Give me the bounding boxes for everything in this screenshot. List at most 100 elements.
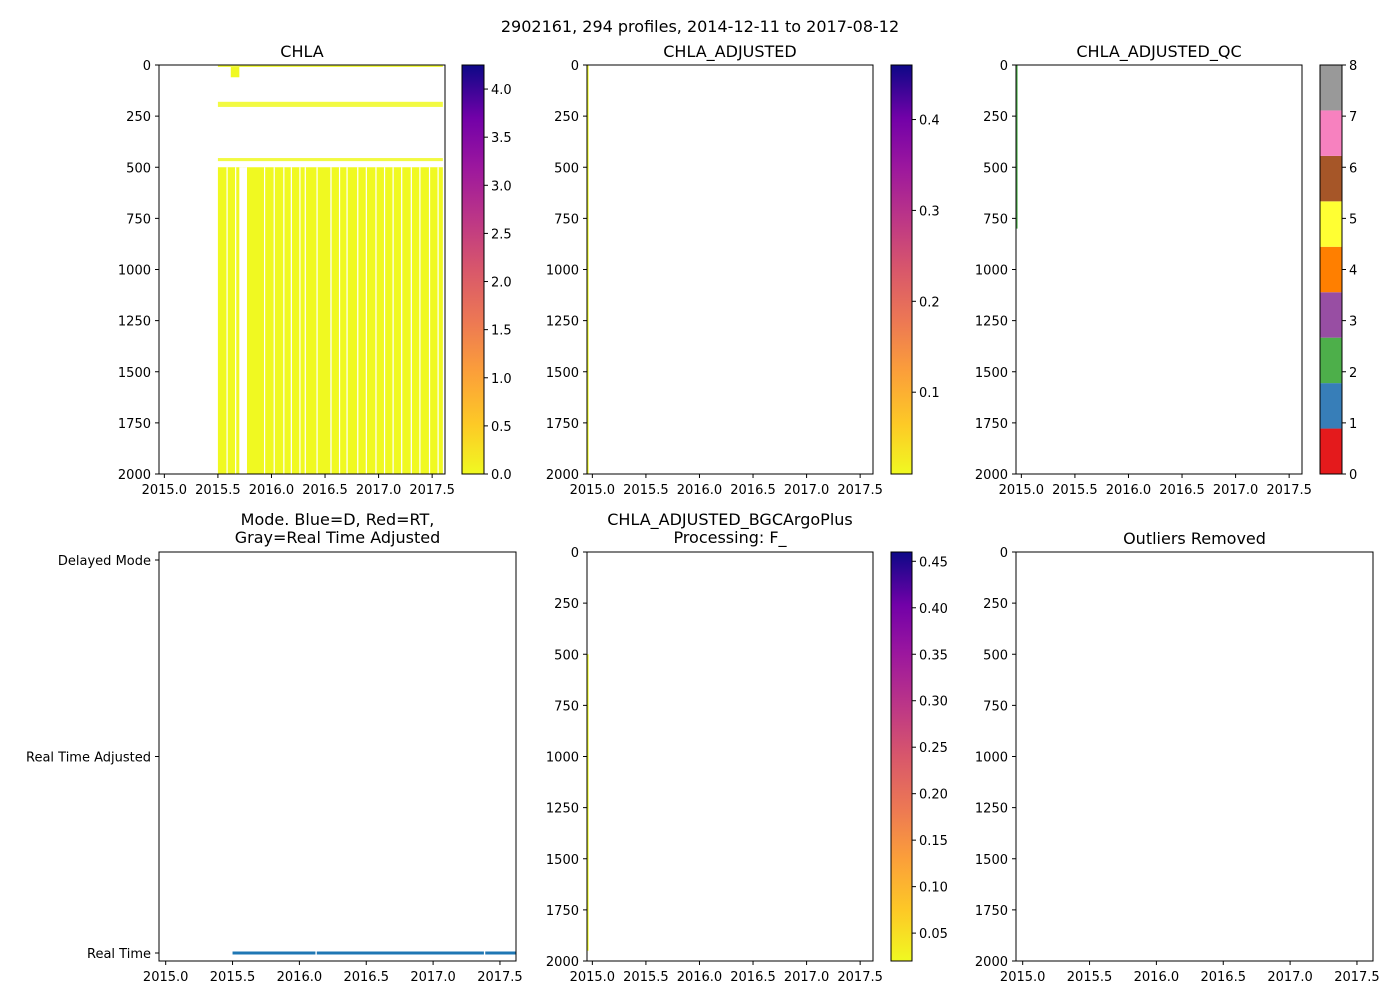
heatmap-column xyxy=(1016,65,1018,229)
colorbar-tick-label: 7 xyxy=(1349,110,1357,125)
y-tick-label: 1750 xyxy=(118,417,151,432)
y-tick-label: 0 xyxy=(571,546,579,561)
panel-title: Processing: F_ xyxy=(673,528,787,548)
heatmap-gap xyxy=(283,167,285,474)
y-tick-label: 1000 xyxy=(546,751,579,766)
y-tick-label: 1500 xyxy=(546,366,579,381)
x-tick-label: 2015.0 xyxy=(143,970,189,985)
y-tick-label: 500 xyxy=(983,161,1008,176)
colorbar-segment xyxy=(1320,383,1342,429)
colorbar-tick-label: 0.40 xyxy=(919,602,948,617)
colorbar-tick-label: 0.5 xyxy=(491,420,512,435)
heatmap-gap xyxy=(316,167,318,474)
colorbar-tick-label: 0.05 xyxy=(919,927,948,942)
y-tick-label: 0 xyxy=(1000,546,1008,561)
y-tick-label: 1500 xyxy=(975,853,1008,868)
y-tick-label: 1250 xyxy=(118,315,151,330)
heatmap-gap xyxy=(375,167,377,474)
x-tick-label: 2017.0 xyxy=(784,483,830,498)
x-tick-label: 2017.5 xyxy=(1334,970,1380,985)
y-tick-label: 250 xyxy=(983,110,1008,125)
heatmap-gap xyxy=(273,167,275,474)
colorbar-tick-label: 2 xyxy=(1349,366,1357,381)
colorbar-frame xyxy=(890,64,913,475)
x-tick-label: 2016.5 xyxy=(343,970,389,985)
x-tick-label: 2015.5 xyxy=(623,483,669,498)
heatmap-band xyxy=(217,65,443,67)
x-tick-label: 2016.0 xyxy=(677,970,723,985)
y-tick-label: 1500 xyxy=(118,366,151,381)
x-tick-label: 2016.0 xyxy=(249,483,295,498)
x-tick-label: 2017.0 xyxy=(1267,970,1313,985)
heatmap-gap xyxy=(383,167,386,474)
colorbar-tick-label: 0.25 xyxy=(919,741,948,756)
x-tick-label: 2015.5 xyxy=(623,970,669,985)
y-tick-label: 750 xyxy=(554,699,579,714)
x-tick-label: 2017.5 xyxy=(477,970,523,985)
y-tick-label: 2000 xyxy=(975,468,1008,483)
heatmap-gap xyxy=(437,167,439,474)
x-tick-label: 2016.0 xyxy=(677,483,723,498)
heatmap-gap xyxy=(299,167,301,474)
colorbar-tick-label: 1 xyxy=(1349,417,1357,432)
colorbar-gradient xyxy=(462,65,484,474)
colorbar-tick-label: 2.5 xyxy=(491,227,512,242)
heatmap-column xyxy=(587,65,589,474)
panel-title: Gray=Real Time Adjusted xyxy=(235,528,441,547)
colorbar-tick-label: 0.10 xyxy=(919,881,948,896)
heatmap-gap xyxy=(235,167,237,474)
colorbar-tick-label: 3 xyxy=(1349,315,1357,330)
axes-frame xyxy=(158,551,517,962)
x-tick-label: 2016.5 xyxy=(730,970,776,985)
y-tick-label: 2000 xyxy=(546,468,579,483)
panel-chla-adjusted-qc: 2015.0 2015.5 2016.0 2016.5 2017.0 2017.50250… xyxy=(975,42,1357,498)
colorbar-tick-label: 0.0 xyxy=(491,468,512,483)
panel-chla-bgcargoplus: 2015.0 2015.5 2016.0 2016.5 2017.0 2017.5 0 250… xyxy=(546,510,948,985)
x-tick-label: 2016.0 xyxy=(1134,970,1180,985)
colorbar-frame xyxy=(461,64,485,475)
colorbar-segment xyxy=(1320,110,1342,156)
x-tick-label: 2017.0 xyxy=(1213,483,1259,498)
colorbar-tick-label: 0.1 xyxy=(919,386,940,401)
colorbar: 0.05 0.10 0.15 0.20 0.25 0.30 0.35 0.40 0.45 xyxy=(890,551,948,962)
colorbar-tick-label: 1.0 xyxy=(491,372,512,387)
y-tick-label: Real Time xyxy=(87,947,151,962)
x-tick-label: 2015.5 xyxy=(1067,970,1113,985)
heatmap-gap xyxy=(239,167,247,474)
y-tick-label: 1000 xyxy=(975,264,1008,279)
x-tick-label: 2015.0 xyxy=(1000,970,1046,985)
y-tick-label: 1250 xyxy=(975,802,1008,817)
heatmap-gap xyxy=(290,167,292,474)
y-tick-label: 1250 xyxy=(546,315,579,330)
y-tick-label: 500 xyxy=(554,648,579,663)
heatmap-band xyxy=(217,101,443,107)
axes-frame xyxy=(586,64,874,475)
colorbar: 0 1 2 3 4 5 6 7 8 xyxy=(1319,59,1357,483)
colorbar-tick-label: 0.35 xyxy=(919,648,948,663)
y-tick-label: 0 xyxy=(571,59,579,74)
heatmap-gap xyxy=(428,167,431,474)
heatmap-gap xyxy=(357,167,359,474)
y-tick-label: 2000 xyxy=(546,955,579,970)
y-tick-label: 1000 xyxy=(975,751,1008,766)
y-tick-label: 2000 xyxy=(118,468,151,483)
colorbar-tick-label: 0.45 xyxy=(919,555,948,570)
heatmap-gap xyxy=(338,167,341,474)
y-tick-label: 500 xyxy=(126,161,151,176)
y-tick-label: 250 xyxy=(983,597,1008,612)
x-tick-label: 2017.5 xyxy=(409,483,455,498)
panel-chla-adjusted: 2015.0 2015.5 2016.0 2016.5 2017.0 2017.5 0 250… xyxy=(546,42,940,498)
y-tick-label: 1750 xyxy=(975,417,1008,432)
y-tick-label: 1500 xyxy=(975,366,1008,381)
panel-mode: 2015.0 2015.5 2016.0 2016.5 2017.0 2017.5 Real… xyxy=(26,510,523,985)
colorbar-tick-label: 6 xyxy=(1349,161,1357,176)
heatmap-gap xyxy=(330,167,332,474)
colorbar-tick-label: 3.5 xyxy=(491,131,512,146)
colorbar-tick-label: 8 xyxy=(1349,59,1357,74)
panel-title: Outliers Removed xyxy=(1123,529,1266,548)
colorbar-gradient xyxy=(891,65,912,474)
y-tick-label: 1500 xyxy=(546,853,579,868)
colorbar-tick-label: 0.30 xyxy=(919,695,948,710)
x-tick-label: 2017.0 xyxy=(356,483,402,498)
axes-frame xyxy=(586,551,874,962)
